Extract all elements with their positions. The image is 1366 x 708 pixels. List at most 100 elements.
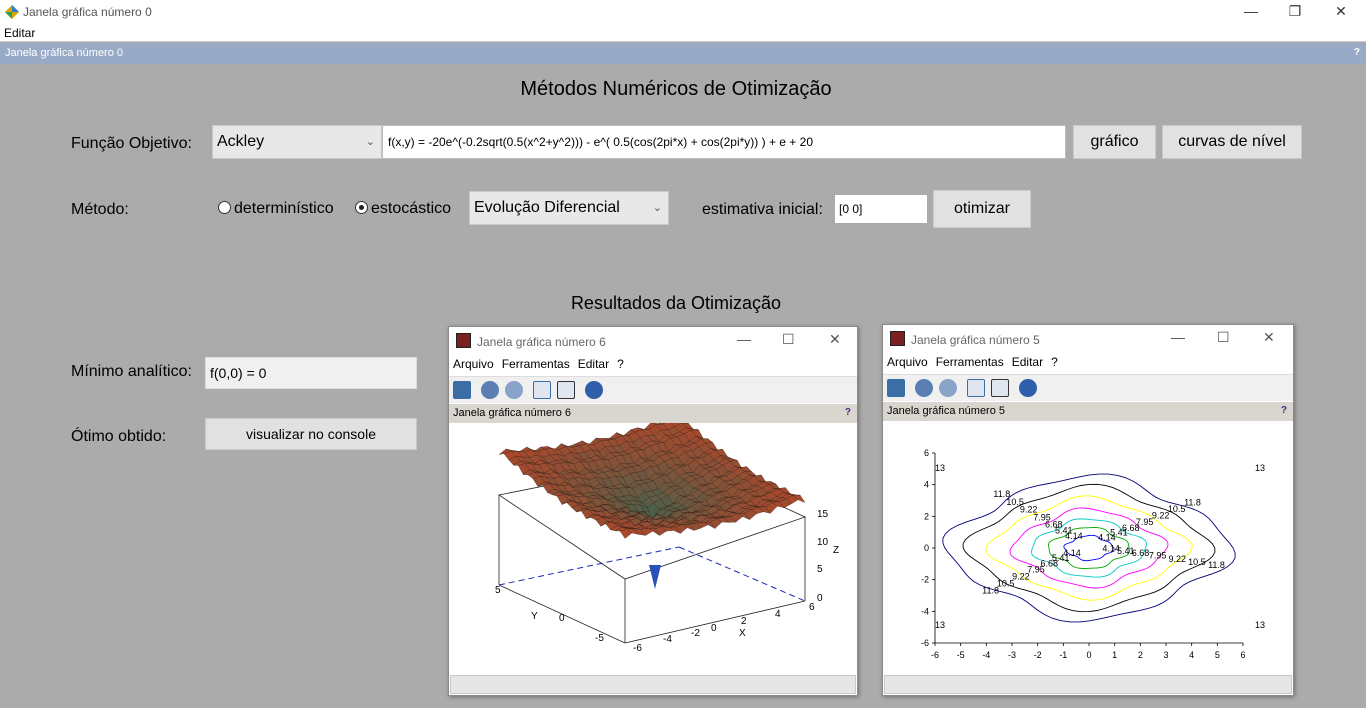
help-icon[interactable] [1019, 379, 1037, 397]
contour-button[interactable]: curvas de nível [1162, 125, 1302, 159]
graphic-window-5-titlebar: Janela gráfica número 5 — ☐ ✕ [883, 325, 1293, 353]
graphic-window-icon [890, 331, 905, 346]
contour-line [942, 473, 1236, 623]
menu-editar[interactable]: Editar [4, 26, 36, 40]
close-button[interactable]: ✕ [1263, 329, 1275, 345]
menu-editar[interactable]: Editar [577, 357, 610, 371]
y-tick-label: -6 [921, 638, 929, 648]
menu-arquivo[interactable]: Arquivo [453, 357, 494, 371]
y-ticks: 6 4 2 0 -2 -4 -6 [921, 448, 935, 648]
y-tick: 5 [495, 585, 501, 596]
formula-field[interactable]: f(x,y) = -20e^(-0.2sqrt(0.5(x^2+y^2))) -… [382, 125, 1066, 159]
initial-estimate-input[interactable]: [0 0] [834, 194, 928, 224]
status-bar [884, 675, 1292, 694]
contour-label: 4.14 [1098, 533, 1116, 543]
contour-label: 10.5 [1188, 557, 1206, 567]
menu-ferramentas[interactable]: Ferramentas [501, 357, 570, 371]
rotate-icon[interactable] [887, 379, 905, 397]
help-icon[interactable]: ? [1353, 47, 1360, 58]
dashed-axis [498, 546, 680, 586]
graphic-window-6[interactable]: Janela gráfica número 6 — ☐ ✕ Arquivo Fer… [448, 326, 858, 696]
x-axis-label: X [739, 628, 746, 639]
help-icon[interactable] [585, 381, 603, 399]
minimize-button[interactable]: — [737, 331, 751, 347]
close-button[interactable]: ✕ [1335, 3, 1347, 19]
radio-deterministic-label: determinístico [234, 200, 334, 217]
z-axis-label: Z [833, 545, 839, 556]
editor-icon[interactable] [557, 381, 575, 399]
window-title: Janela gráfica número 0 [23, 5, 152, 19]
graphic-window-5-title: Janela gráfica número 5 [911, 333, 1040, 347]
obtained-label: Ótimo obtido: [71, 428, 167, 445]
scilab-app-icon [5, 5, 19, 19]
contour-label: 10.5 [1168, 504, 1186, 514]
help-icon[interactable]: ? [1280, 405, 1287, 416]
x-tick-label: 4 [1189, 650, 1194, 660]
contour-label: 13 [935, 463, 945, 473]
x-tick-label: 3 [1163, 650, 1168, 660]
contour-label: 4.14 [1065, 531, 1083, 541]
method-select[interactable]: Evolução Diferencial ⌄ [469, 191, 669, 225]
graphic-window-6-doc-title: Janela gráfica número 6 [453, 407, 572, 419]
x-tick-label: -3 [1008, 650, 1016, 660]
contour-label: 11.8 [982, 586, 999, 596]
rotate-icon[interactable] [453, 381, 471, 399]
maximize-button[interactable]: ❐ [1288, 3, 1302, 19]
minimize-button[interactable]: — [1171, 329, 1185, 345]
y-tick-label: 2 [924, 511, 929, 521]
editor-icon[interactable] [991, 379, 1009, 397]
help-icon[interactable]: ? [844, 407, 851, 418]
contour-line [1009, 507, 1169, 589]
zoom-out-icon[interactable] [505, 381, 523, 399]
menu-help[interactable]: ? [1051, 355, 1058, 369]
radio-checked-icon [355, 201, 368, 214]
graphic-window-6-title: Janela gráfica número 6 [477, 335, 606, 349]
contour-label: 6.68 [1122, 523, 1140, 533]
zoom-in-icon[interactable] [481, 381, 499, 399]
contour-line [1063, 534, 1115, 562]
menu-arquivo[interactable]: Arquivo [887, 355, 928, 369]
contour-label: 9.22 [1012, 572, 1030, 582]
main-title: Métodos Numéricos de Otimização [520, 78, 832, 100]
graphic-window-6-menubar: Arquivo Ferramentas Editar? [449, 357, 857, 375]
contour-label: 10.5 [997, 579, 1015, 589]
maximize-button[interactable]: ☐ [1217, 329, 1230, 345]
x-tick: -6 [633, 643, 642, 654]
menu-help[interactable]: ? [617, 357, 624, 371]
x-tick: 4 [775, 609, 781, 620]
z-tick: 15 [817, 509, 829, 520]
contour-label: 6.68 [1041, 558, 1059, 568]
radio-deterministic[interactable]: determinístico [218, 200, 334, 218]
console-button[interactable]: visualizar no console [205, 418, 417, 450]
y-tick: 0 [559, 613, 565, 624]
function-select[interactable]: Ackley ⌄ [212, 125, 382, 159]
menu-editar[interactable]: Editar [1011, 355, 1044, 369]
analytic-min-field: f(0,0) = 0 [205, 357, 417, 389]
document-title: Janela gráfica número 0 [5, 47, 124, 59]
plot-button[interactable]: gráfico [1073, 125, 1156, 159]
zoom-out-icon[interactable] [939, 379, 957, 397]
contour-label: 6.68 [1132, 548, 1150, 558]
close-button[interactable]: ✕ [829, 331, 841, 347]
maximize-button[interactable]: ☐ [782, 331, 795, 347]
zoom-in-icon[interactable] [915, 379, 933, 397]
menu-ferramentas[interactable]: Ferramentas [935, 355, 1004, 369]
graphic-window-5[interactable]: Janela gráfica número 5 — ☐ ✕ Arquivo Fer… [882, 324, 1294, 696]
radio-stochastic[interactable]: estocástico [355, 200, 451, 218]
method-label: Método: [71, 201, 129, 218]
datatip-icon[interactable] [533, 381, 551, 399]
x-tick: -2 [691, 628, 700, 639]
optimize-button[interactable]: otimizar [933, 190, 1031, 228]
graphic-window-6-docbar: Janela gráfica número 6 ? [449, 404, 857, 423]
function-select-value: Ackley [217, 133, 265, 150]
contour-lines [942, 473, 1236, 623]
datatip-icon[interactable] [967, 379, 985, 397]
status-bar [450, 675, 856, 694]
y-tick-label: 6 [924, 448, 929, 458]
x-tick: 0 [711, 623, 717, 634]
x-tick: 6 [809, 602, 815, 613]
contour-label: 4.14 [1102, 544, 1120, 554]
surface-plot: 15 10 5 0 Z 6 4 2 0 -2 -4 -6 X 5 0 -5 Y [495, 423, 839, 654]
minimize-button[interactable]: — [1244, 3, 1258, 19]
y-tick-label: -2 [921, 575, 929, 585]
